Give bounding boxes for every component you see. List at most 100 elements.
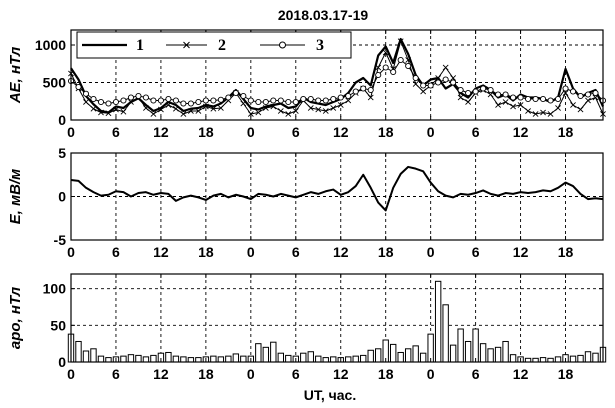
- x-tick-label: 18: [558, 366, 574, 382]
- apo-bar: [105, 357, 112, 363]
- series-point-3: [202, 97, 209, 104]
- apo-bar: [479, 343, 487, 363]
- series-point-3: [495, 91, 502, 98]
- series-point-2: [532, 111, 539, 117]
- series-point-3: [247, 97, 254, 104]
- x-tick-label: 12: [513, 244, 529, 260]
- x-tick-label: 0: [247, 366, 255, 382]
- apo-bar: [232, 353, 240, 363]
- series-point-3: [97, 98, 105, 106]
- series-point-2: [172, 105, 179, 112]
- series-point-2: [442, 64, 449, 71]
- series-point-2: [240, 100, 247, 107]
- series-point-3: [540, 95, 547, 103]
- series-point-3: [584, 91, 592, 98]
- plot-frame: [70, 273, 604, 363]
- x-tick-label: 12: [333, 366, 349, 382]
- x-tick-label: 12: [153, 124, 169, 140]
- x-tick-label: 12: [513, 124, 529, 140]
- series-point-2: [292, 108, 299, 114]
- series-point-2: [210, 105, 217, 112]
- series-point-3: [120, 97, 127, 104]
- x-tick-label: 18: [558, 124, 574, 140]
- series-point-2: [367, 94, 374, 101]
- series-point-2: [487, 91, 494, 98]
- apo-bar: [487, 348, 494, 363]
- apo-bar: [375, 348, 382, 363]
- apo-bar: [187, 357, 195, 363]
- series-point-3: [569, 88, 577, 95]
- legend-marker-x: [183, 41, 190, 49]
- series-point-2: [120, 108, 127, 115]
- series-point-2: [247, 111, 254, 117]
- series-point-3: [382, 64, 389, 71]
- series-point-3: [142, 94, 149, 101]
- series-point-3: [112, 98, 120, 106]
- series-point-2: [307, 105, 314, 111]
- x-tick-label: 6: [472, 124, 480, 140]
- apo-bar: [255, 343, 262, 363]
- series-point-3: [405, 62, 412, 70]
- x-tick-label: 6: [472, 366, 480, 382]
- series-point-2: [187, 108, 194, 114]
- series-point-3: [270, 97, 277, 104]
- y-tick-label: 0: [58, 354, 66, 370]
- series-point-2: [547, 111, 554, 117]
- y-tick-label: 0: [58, 189, 66, 205]
- series-point-3: [255, 98, 262, 106]
- apo-bar: [285, 354, 292, 363]
- series-point-2: [375, 64, 382, 71]
- apo-bar: [419, 352, 427, 363]
- series-point-2: [345, 97, 352, 104]
- apo-bar: [150, 354, 157, 363]
- y-axis-label: E, мВ/м: [7, 169, 24, 225]
- series-point-3: [375, 71, 382, 79]
- apo-bar: [82, 350, 90, 363]
- apo-bar: [270, 341, 277, 363]
- y-tick-label: 1000: [35, 37, 66, 53]
- x-tick-label: 12: [153, 366, 169, 382]
- series-point-3: [502, 91, 509, 98]
- series-point-2: [495, 102, 502, 108]
- x-tick-label: 18: [558, 244, 574, 260]
- series-point-3: [315, 97, 322, 104]
- series-point-2: [285, 111, 292, 117]
- apo-bar: [210, 355, 217, 363]
- x-tick-label: 18: [198, 366, 214, 382]
- series-point-3: [322, 97, 329, 104]
- series-point-3: [480, 85, 487, 92]
- series-point-2: [113, 106, 119, 113]
- series-point-3: [240, 92, 247, 100]
- series-point-3: [307, 95, 314, 103]
- apo-bar: [142, 356, 150, 363]
- x-tick-label: 6: [112, 244, 120, 260]
- apo-panel: 0 6 12 18 0 6 12 18 0 6 12 18 0 50 100 apo, нТл: [7, 273, 607, 382]
- x-tick-label: 0: [67, 124, 75, 140]
- series-point-3: [337, 94, 344, 101]
- series-point-2: [180, 111, 187, 117]
- series-point-2: [255, 109, 262, 116]
- apo-bar: [472, 328, 479, 363]
- apo-bar: [442, 304, 449, 363]
- apo-bar: [494, 346, 502, 363]
- apo-bar: [584, 351, 592, 363]
- series-point-2: [592, 94, 599, 101]
- x-tick-label: 0: [427, 366, 435, 382]
- series-point-2: [315, 106, 322, 113]
- apo-bar: [502, 340, 509, 363]
- series-point-3: [225, 94, 232, 101]
- apo-bar: [412, 345, 419, 363]
- apo-bar: [457, 328, 464, 363]
- series-point-2: [450, 75, 457, 81]
- apo-bar: [427, 333, 434, 363]
- series-point-3: [300, 95, 307, 103]
- x-tick-label: 18: [198, 124, 214, 140]
- series-point-2: [337, 102, 344, 108]
- apo-bar: [127, 354, 135, 363]
- x-tick-label: 6: [472, 244, 480, 260]
- x-tick-label: 0: [427, 124, 435, 140]
- series-point-2: [397, 38, 404, 45]
- series-point-2: [270, 103, 277, 110]
- series-point-3: [487, 86, 494, 94]
- apo-bar: [90, 348, 97, 363]
